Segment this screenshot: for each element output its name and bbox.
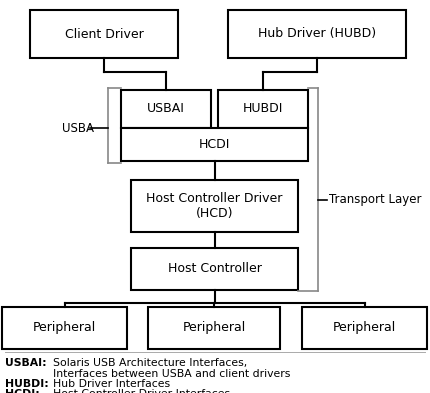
Text: Host Controller Driver Interfaces: Host Controller Driver Interfaces — [53, 389, 230, 393]
FancyBboxPatch shape — [218, 90, 308, 128]
Text: HCDI: HCDI — [199, 138, 230, 151]
Text: Hub Driver Interfaces: Hub Driver Interfaces — [53, 379, 170, 389]
Text: Transport Layer: Transport Layer — [329, 193, 421, 206]
FancyBboxPatch shape — [121, 128, 308, 161]
Text: Peripheral: Peripheral — [333, 321, 396, 334]
Text: USBAI:: USBAI: — [5, 358, 46, 368]
FancyBboxPatch shape — [30, 10, 178, 58]
Text: Solaris USB Architecture Interfaces,: Solaris USB Architecture Interfaces, — [53, 358, 247, 368]
FancyBboxPatch shape — [228, 10, 406, 58]
Text: Host Controller Driver
(HCD): Host Controller Driver (HCD) — [146, 192, 283, 220]
Text: HUBDI:: HUBDI: — [5, 379, 49, 389]
FancyBboxPatch shape — [121, 90, 211, 128]
Text: USBAI: USBAI — [147, 103, 185, 116]
Text: Host Controller: Host Controller — [168, 263, 261, 275]
Text: HCDI:: HCDI: — [5, 389, 40, 393]
Text: Peripheral: Peripheral — [182, 321, 246, 334]
FancyBboxPatch shape — [131, 248, 298, 290]
Text: Client Driver: Client Driver — [64, 28, 143, 40]
Text: Interfaces between USBA and client drivers: Interfaces between USBA and client drive… — [53, 369, 290, 379]
FancyBboxPatch shape — [302, 307, 427, 349]
Text: Hub Driver (HUBD): Hub Driver (HUBD) — [258, 28, 376, 40]
Text: USBA: USBA — [62, 121, 94, 134]
FancyBboxPatch shape — [131, 180, 298, 232]
Text: Peripheral: Peripheral — [33, 321, 96, 334]
FancyBboxPatch shape — [148, 307, 280, 349]
Text: HUBDI: HUBDI — [243, 103, 283, 116]
FancyBboxPatch shape — [2, 307, 127, 349]
